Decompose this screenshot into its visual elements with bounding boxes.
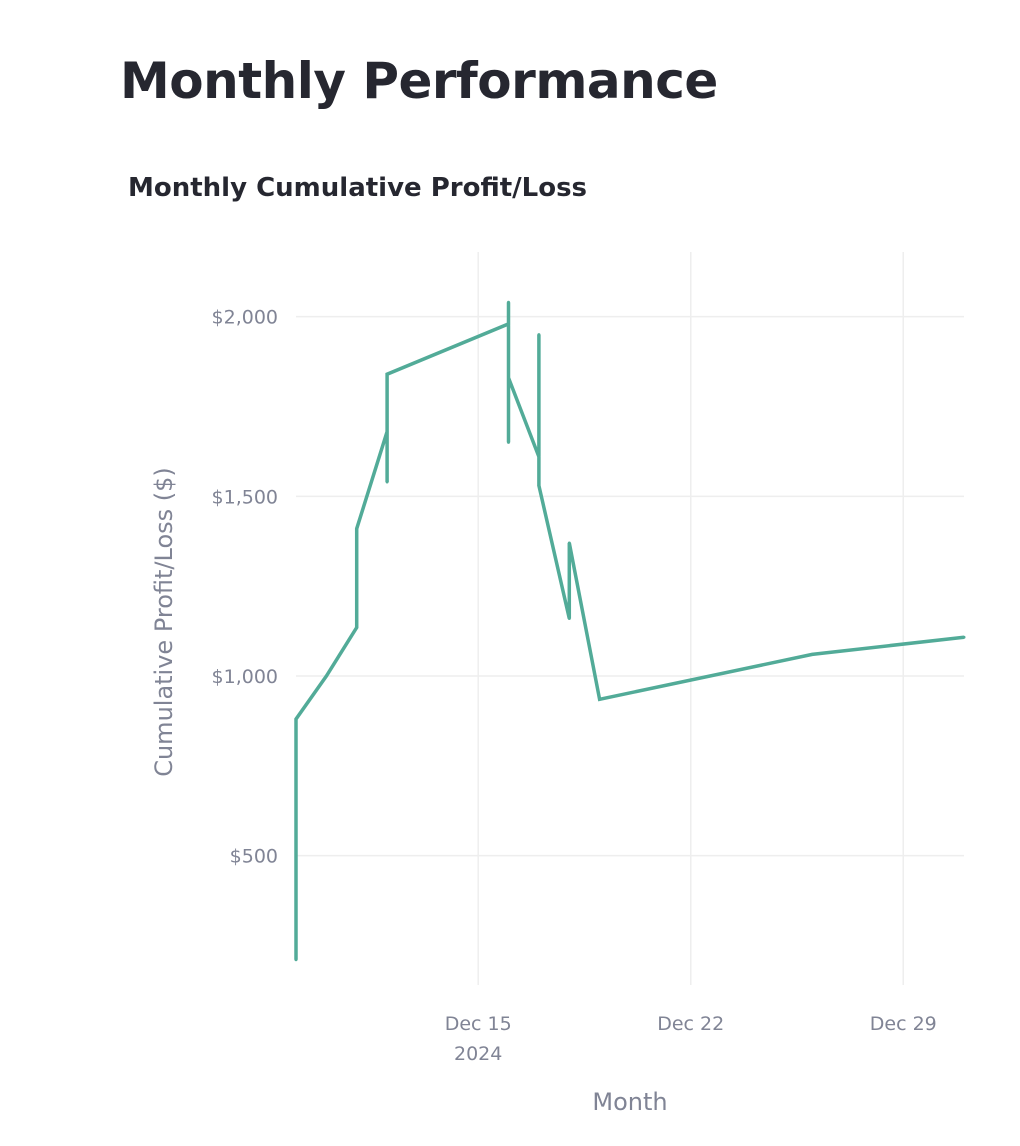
x-tick-label: Dec 15 [445,1013,512,1035]
x-axis-ticks: Dec 15 2024 Dec 22 Dec 29 [445,1013,937,1065]
data-point[interactable] [507,441,510,444]
data-point[interactable] [811,653,814,656]
x-tick-sublabel: 2024 [454,1043,502,1065]
data-point[interactable] [537,455,540,458]
data-point[interactable] [386,373,389,376]
grid-lines [296,252,964,985]
data-point[interactable] [295,718,298,721]
data-point[interactable] [598,698,601,701]
data-point[interactable] [568,617,571,620]
data-point[interactable] [355,626,358,629]
data-point[interactable] [537,333,540,336]
data-point[interactable] [355,527,358,530]
data-point[interactable] [507,301,510,304]
y-axis-ticks: $500 $1,000 $1,500 $2,000 [212,307,278,868]
x-tick-label: Dec 29 [870,1013,937,1035]
data-point[interactable] [507,322,510,325]
y-tick-label: $500 [230,846,278,868]
y-tick-label: $1,500 [212,486,278,508]
x-tick-label: Dec 22 [657,1013,724,1035]
series-layer [295,301,966,962]
data-point[interactable] [295,958,298,961]
x-axis-title: Month [592,1088,667,1116]
data-point[interactable] [507,376,510,379]
series-line[interactable] [296,302,964,960]
data-point[interactable] [537,484,540,487]
y-axis-title: Cumulative Profit/Loss ($) [150,467,178,777]
data-point[interactable] [386,430,389,433]
data-point[interactable] [568,542,571,545]
data-point[interactable] [963,636,966,639]
data-point[interactable] [325,675,328,678]
y-tick-label: $1,000 [212,666,278,688]
data-point[interactable] [386,481,389,484]
y-tick-label: $2,000 [212,307,278,329]
